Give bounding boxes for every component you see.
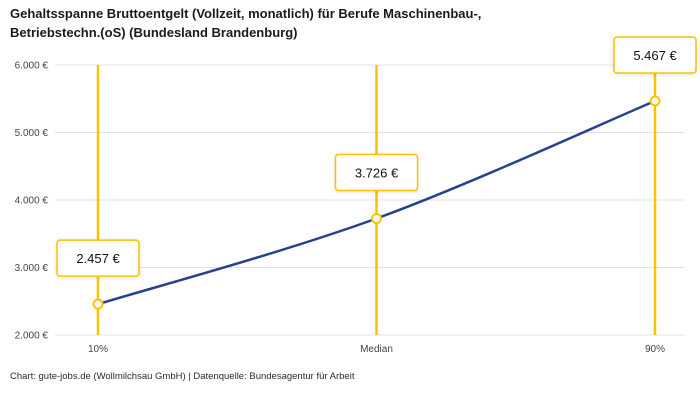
data-point-marker xyxy=(649,95,661,107)
y-tick-label: 3.000 € xyxy=(15,263,49,274)
chart-footer-attribution: Chart: gute-jobs.de (Wollmilchsau GmbH) … xyxy=(10,371,355,382)
value-label-box xyxy=(613,36,697,74)
data-point-marker xyxy=(92,298,104,310)
value-label: 3.726 € xyxy=(355,165,399,180)
x-tick-label: Median xyxy=(360,344,393,355)
y-tick-label: 4.000 € xyxy=(15,196,49,207)
value-label-box xyxy=(334,153,419,192)
data-point-marker xyxy=(371,212,382,224)
y-tick-label: 6.000 € xyxy=(15,61,49,72)
x-tick-label: 10% xyxy=(88,344,108,355)
value-label-box xyxy=(56,239,140,277)
x-tick-label: 90% xyxy=(645,344,665,355)
y-tick-label: 2.000 € xyxy=(15,331,49,342)
chart-title: Gehaltsspanne Bruttoentgelt (Vollzeit, m… xyxy=(10,6,482,40)
y-tick-label: 5.000 € xyxy=(15,128,49,139)
value-label: 5.467 € xyxy=(633,48,677,63)
value-label: 2.457 € xyxy=(76,251,120,266)
